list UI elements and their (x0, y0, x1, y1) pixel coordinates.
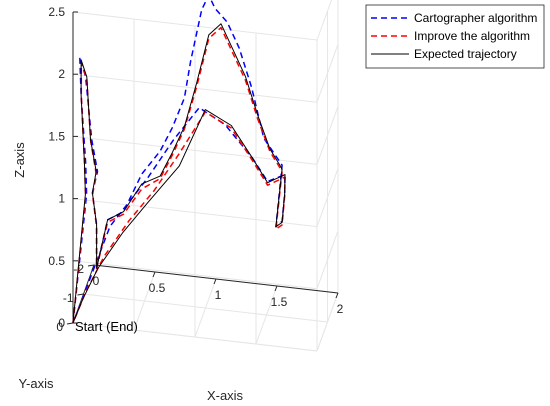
z-tick-label: 0 (58, 316, 65, 330)
grid-layer (72, 0, 339, 352)
x-tick-label: 0.5 (149, 281, 166, 295)
y-tick-mark (77, 293, 84, 296)
series-improve (72, 26, 286, 324)
x-axis-label: X-axis (207, 388, 244, 403)
axes-layer: 0 0.5 1 1.5 20-1-200.511.522.5 (48, 5, 343, 334)
y-tick-label: -1 (63, 291, 74, 305)
y-axis-label: Y-axis (19, 376, 54, 391)
x-tick-mark (91, 264, 95, 271)
grid-line (72, 322, 318, 352)
x-tick-mark (274, 285, 278, 292)
x-tick-label: 1.5 (271, 295, 288, 309)
start-end-annotation: Start (End) (75, 319, 138, 334)
y-tick-mark (87, 264, 95, 267)
z-tick-label: 1 (58, 192, 65, 206)
z-tick-label: 0.5 (48, 254, 65, 268)
legend-label-expected: Expected trajectory (414, 47, 517, 61)
x-tick-label: 0 (93, 274, 100, 288)
x-tick-mark (152, 271, 156, 278)
y-tick-mark (66, 322, 74, 325)
z-tick-label: 2 (58, 67, 65, 81)
legend: Cartographer algorithm Improve the algor… (365, 4, 545, 69)
x-tick-label: 1 (215, 288, 222, 302)
x-tick-mark (335, 292, 339, 299)
legend-label-improve: Improve the algorithm (414, 29, 530, 43)
z-axis-label: Z-axis (12, 142, 27, 178)
series-layer (72, 0, 286, 324)
grid-line (83, 293, 328, 323)
y-tick-label: 0 (56, 320, 63, 334)
x-tick-label: 2 (337, 302, 344, 316)
x-tick-mark (213, 278, 217, 285)
z-tick-label: 2.5 (48, 5, 65, 19)
legend-label-cartographer: Cartographer algorithm (414, 11, 537, 25)
series-expected (72, 23, 286, 324)
z-tick-label: 1.5 (48, 129, 65, 143)
